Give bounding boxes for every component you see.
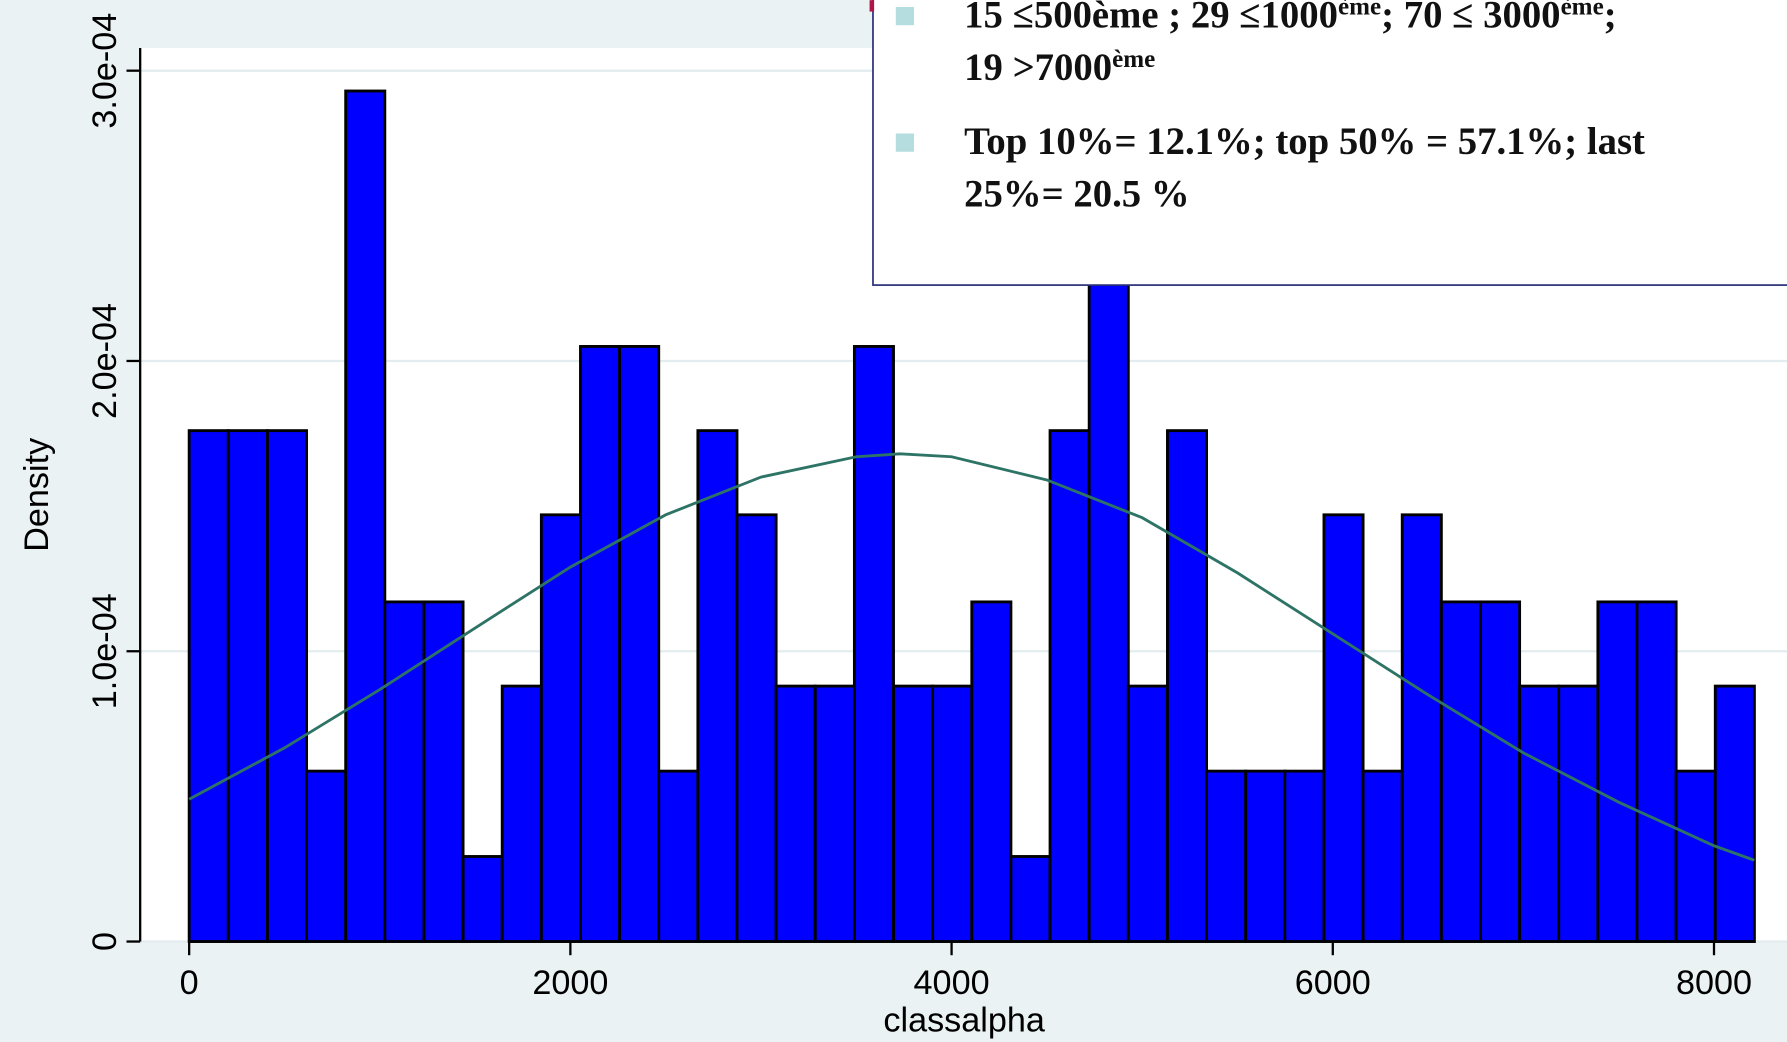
y-axis-title: Density — [18, 437, 56, 552]
bar — [226, 429, 269, 943]
bar — [1322, 513, 1365, 943]
annotation-text: 15 ≤500ème ; 29 ≤1000 — [964, 0, 1338, 37]
annotation-line: Top 10%= 12.1%; top 50% = 57.1%; last — [964, 120, 1645, 163]
bar — [305, 769, 348, 943]
superscript: ème — [1338, 0, 1381, 20]
bar — [1557, 684, 1600, 943]
bar — [500, 684, 543, 943]
annotation-text: 25%= 20.5 % — [964, 172, 1189, 215]
annotation-line: 19 >7000ème — [964, 45, 1155, 88]
bar — [539, 513, 582, 943]
annotation-line: 15 ≤500ème ; 29 ≤1000ème; 70 ≤ 3000ème; — [964, 0, 1616, 37]
y-tick-label: 1.0e-04 — [86, 593, 124, 709]
bar — [970, 600, 1013, 943]
annotation-frame — [872, 0, 1787, 286]
bar — [931, 684, 974, 943]
bar — [1361, 769, 1404, 943]
bar — [1283, 769, 1326, 943]
bar — [696, 429, 739, 943]
bar — [892, 684, 935, 943]
annotation-text: 19 >7000 — [964, 46, 1112, 89]
bar — [813, 684, 856, 943]
bar — [1009, 855, 1052, 943]
bar — [1518, 684, 1561, 943]
bar — [774, 684, 817, 943]
annotation-text: Top 10%= 12.1%; top 50% = 57.1%; last — [964, 120, 1645, 163]
bar — [1048, 429, 1091, 943]
bar — [1126, 684, 1169, 943]
bar — [1244, 769, 1287, 943]
x-tick-label: 2000 — [532, 964, 608, 1002]
y-tick-label: 2.0e-04 — [86, 303, 124, 419]
annotation-line: 25%= 20.5 % — [964, 172, 1189, 215]
bar — [383, 600, 426, 943]
bar — [1400, 513, 1443, 943]
bar — [1166, 429, 1208, 943]
bar — [735, 513, 778, 943]
bar — [461, 855, 504, 943]
bar — [1596, 600, 1639, 943]
bullet — [895, 7, 915, 26]
accent — [869, 0, 875, 12]
bar — [618, 345, 661, 943]
superscript: ème — [1112, 45, 1155, 72]
y-tick-label: 3.0e-04 — [86, 13, 124, 129]
bar — [187, 429, 230, 943]
annotation-text: ; 70 ≤ 3000 — [1381, 0, 1560, 37]
bar — [422, 600, 465, 943]
bar — [1713, 684, 1756, 943]
bar — [579, 345, 622, 943]
bar — [1205, 769, 1248, 943]
bar — [1479, 600, 1522, 943]
x-tick-label: 6000 — [1295, 964, 1371, 1002]
bar — [1674, 769, 1717, 943]
density-curve — [188, 452, 1755, 862]
bar — [852, 345, 895, 943]
bar — [1439, 600, 1482, 943]
annotation-text: ; — [1604, 0, 1617, 37]
bar — [344, 89, 387, 943]
bar — [1087, 257, 1130, 943]
annotation-box — [869, 0, 1787, 286]
superscript: ème — [1561, 0, 1604, 20]
x-tick-label: 4000 — [914, 964, 990, 1002]
y-tick-label: 0 — [86, 932, 124, 951]
x-axis-title: classalpha — [883, 1002, 1046, 1040]
bar — [266, 429, 308, 943]
x-tick-label: 0 — [180, 964, 199, 1002]
bar — [657, 769, 700, 943]
bullet — [895, 133, 915, 152]
bar — [1635, 600, 1678, 943]
x-tick-label: 8000 — [1676, 964, 1752, 1002]
